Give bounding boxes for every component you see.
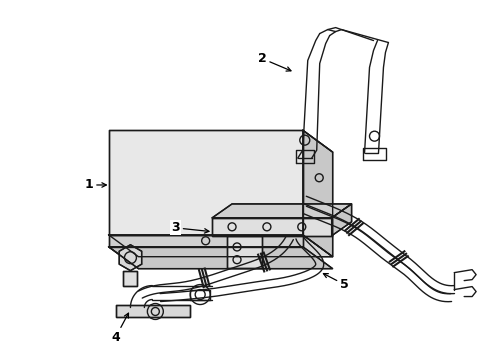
Text: 3: 3 (171, 221, 209, 234)
Text: 5: 5 (323, 274, 349, 291)
Polygon shape (212, 218, 332, 236)
Polygon shape (212, 204, 352, 218)
Polygon shape (108, 247, 333, 269)
Polygon shape (108, 235, 303, 247)
Polygon shape (227, 236, 262, 268)
Polygon shape (108, 235, 333, 257)
Text: 2: 2 (258, 52, 291, 71)
Polygon shape (123, 271, 137, 285)
Polygon shape (119, 245, 142, 271)
Text: 4: 4 (111, 313, 128, 344)
Polygon shape (303, 130, 333, 257)
Polygon shape (116, 305, 190, 318)
Text: 1: 1 (84, 179, 106, 192)
Polygon shape (108, 130, 303, 235)
Polygon shape (332, 204, 352, 236)
